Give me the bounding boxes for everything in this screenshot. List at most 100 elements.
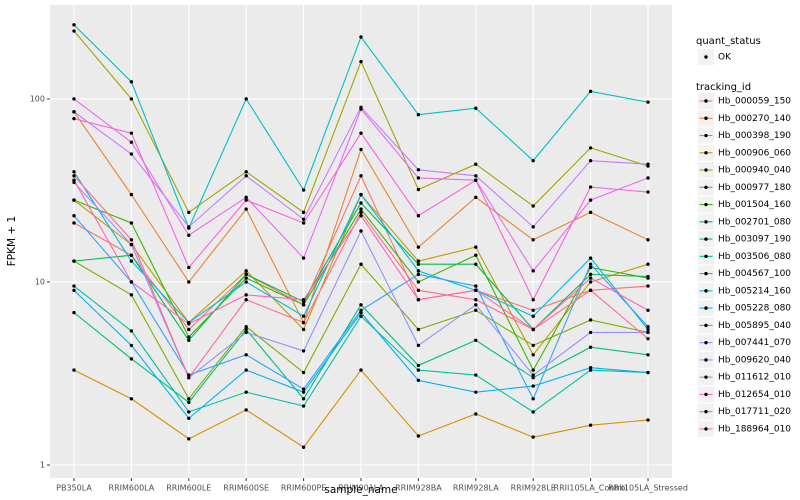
data-point (531, 225, 535, 229)
data-point (244, 353, 248, 357)
data-point (416, 363, 421, 368)
data-point (187, 225, 191, 229)
data-point (359, 308, 363, 313)
data-point (244, 327, 248, 332)
legend-symbol (704, 358, 708, 362)
legend-label: Hb_005228_080 (718, 304, 791, 314)
data-point (129, 131, 134, 135)
data-point (244, 324, 248, 329)
data-point (72, 259, 76, 263)
data-point (531, 375, 535, 380)
legend-label: Hb_002701_080 (718, 217, 791, 227)
legend-symbol (704, 151, 708, 155)
data-point (244, 195, 248, 200)
data-point (72, 29, 76, 33)
data-point (129, 343, 134, 348)
data-point (588, 345, 593, 349)
data-point (474, 308, 478, 313)
data-point (531, 308, 535, 313)
data-point (474, 373, 478, 377)
x-axis-title: sample_name (324, 484, 397, 496)
data-point (416, 176, 421, 180)
data-point (187, 416, 191, 420)
x-tick-label: PB350LA (56, 484, 92, 493)
data-point (244, 269, 248, 273)
grid (50, 5, 672, 478)
data-point (416, 288, 421, 293)
data-point (129, 329, 134, 333)
legend-label: Hb_012654_010 (718, 390, 791, 400)
data-point (187, 397, 191, 401)
data-point (531, 435, 535, 439)
data-point (72, 174, 76, 178)
legend-symbol (704, 392, 708, 397)
y-tick-label: 1 (40, 460, 45, 469)
data-point (244, 198, 248, 202)
data-point (646, 284, 650, 288)
data-point (301, 217, 306, 221)
legend-symbol (704, 323, 708, 328)
data-point (474, 106, 478, 110)
data-point (301, 445, 306, 449)
data-point (474, 288, 478, 293)
data-point (72, 116, 76, 121)
data-point (129, 221, 134, 225)
x-tick-label: RRIM928LE (511, 484, 556, 493)
data-point (244, 368, 248, 372)
data-point (531, 297, 535, 302)
data-point (588, 368, 593, 372)
data-point (359, 174, 363, 178)
data-point (646, 176, 650, 180)
data-point (416, 113, 421, 117)
data-point (359, 59, 363, 64)
data-point (244, 207, 248, 211)
data-point (588, 158, 593, 163)
data-point (588, 262, 593, 266)
data-point (588, 288, 593, 293)
data-point (531, 410, 535, 414)
data-point (301, 314, 306, 318)
data-point (531, 158, 535, 163)
data-point (646, 262, 650, 266)
points (72, 23, 650, 449)
data-point (531, 384, 535, 388)
x-tick-label: RRIM928LA (453, 484, 499, 493)
data-point (72, 310, 76, 315)
data-point (646, 100, 650, 104)
shape-legend-title: quant_status (696, 36, 761, 47)
data-point (474, 195, 478, 200)
data-point (474, 338, 478, 343)
data-point (187, 280, 191, 284)
data-point (359, 147, 363, 152)
data-point (474, 303, 478, 307)
data-point (359, 229, 363, 233)
legend-label: Hb_004567_100 (718, 269, 791, 279)
data-point (72, 284, 76, 288)
data-point (359, 214, 363, 218)
legend-label: Hb_003097_190 (718, 235, 791, 245)
data-point (129, 357, 134, 361)
y-axis-title: FPKM + 1 (6, 216, 18, 266)
data-point (187, 327, 191, 332)
data-point (129, 97, 134, 101)
legend-symbol (704, 168, 708, 172)
data-point (588, 265, 593, 270)
data-point (244, 293, 248, 297)
legend-symbol (704, 289, 708, 293)
data-point (531, 368, 535, 372)
data-point (187, 322, 191, 326)
data-point (187, 400, 191, 405)
x-tick-label: RRIM928BA (395, 484, 442, 493)
data-point (301, 303, 306, 307)
data-point (301, 390, 306, 394)
data-point (531, 327, 535, 332)
data-point (244, 330, 248, 335)
data-point (531, 397, 535, 401)
data-point (646, 336, 650, 341)
data-point (646, 353, 650, 357)
data-point (588, 89, 593, 94)
data-point (646, 324, 650, 329)
data-point (301, 370, 306, 375)
data-point (646, 190, 650, 194)
data-point (416, 378, 421, 383)
